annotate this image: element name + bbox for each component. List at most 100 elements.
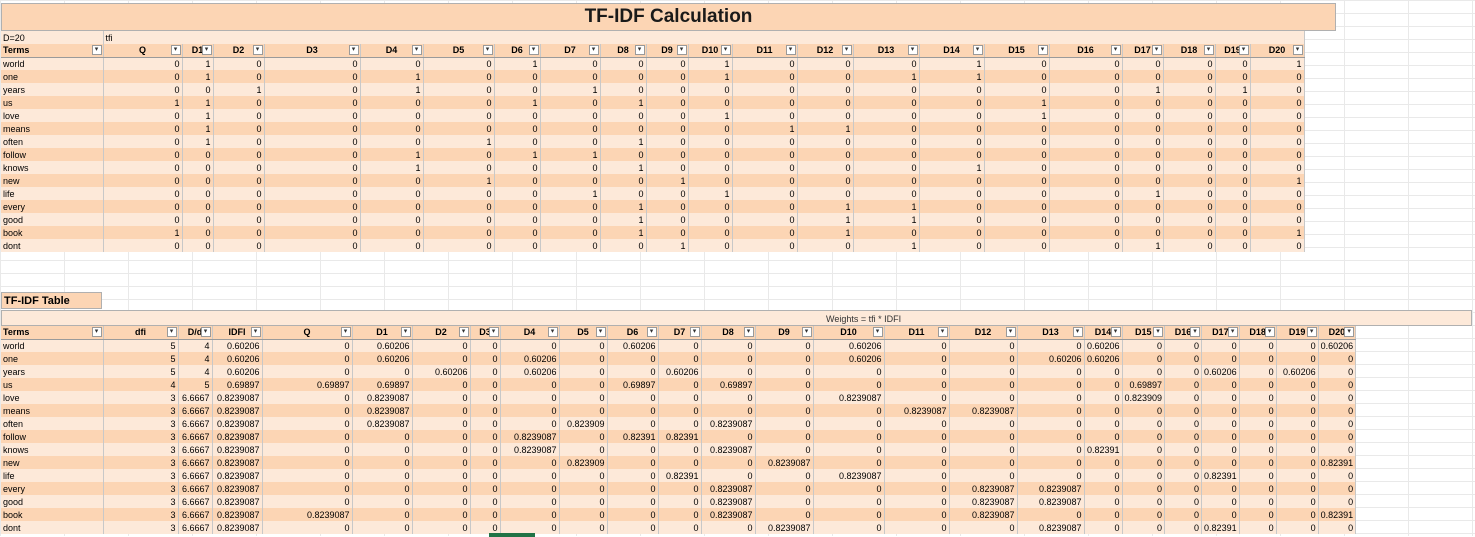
value-cell[interactable]: 0 — [182, 174, 214, 187]
value-cell[interactable]: 3 — [103, 430, 179, 443]
value-cell[interactable]: 0 — [1164, 443, 1203, 456]
value-cell[interactable]: 0 — [755, 339, 814, 352]
value-cell[interactable]: 0 — [103, 109, 183, 122]
value-cell[interactable]: 0 — [182, 226, 214, 239]
value-cell[interactable]: 0 — [494, 213, 541, 226]
value-cell[interactable]: 0.60206 — [212, 365, 263, 378]
value-cell[interactable]: 0 — [755, 443, 814, 456]
value-cell[interactable]: 0.60206 — [212, 339, 263, 352]
column-header-d10[interactable]: D10 ▾ — [813, 326, 885, 340]
value-cell[interactable]: 0 — [1276, 352, 1319, 365]
value-cell[interactable]: 0 — [1164, 404, 1203, 417]
value-cell[interactable]: 0 — [1239, 482, 1277, 495]
value-cell[interactable]: 0 — [658, 495, 702, 508]
value-cell[interactable]: 1 — [540, 148, 601, 161]
value-cell[interactable]: 0 — [1276, 443, 1319, 456]
value-cell[interactable]: 1 — [182, 70, 214, 83]
value-cell[interactable]: 0 — [1122, 148, 1164, 161]
value-cell[interactable]: 0 — [1318, 352, 1357, 365]
value-cell[interactable]: 0 — [1049, 135, 1123, 148]
value-cell[interactable]: 0 — [949, 339, 1018, 352]
value-cell[interactable]: 0 — [646, 226, 689, 239]
value-cell[interactable]: 0 — [213, 213, 265, 226]
value-cell[interactable]: 0 — [984, 83, 1050, 96]
value-cell[interactable]: 0 — [701, 352, 756, 365]
value-cell[interactable]: 0 — [884, 469, 950, 482]
value-cell[interactable]: 0 — [1049, 187, 1123, 200]
value-cell[interactable]: 0.60206 — [1276, 365, 1319, 378]
value-cell[interactable]: 0 — [732, 239, 798, 252]
value-cell[interactable]: 0 — [500, 404, 560, 417]
value-cell[interactable]: 0 — [540, 96, 601, 109]
value-cell[interactable]: 0 — [360, 187, 424, 200]
value-cell[interactable]: 0 — [470, 391, 501, 404]
value-cell[interactable]: 0 — [1017, 456, 1085, 469]
value-cell[interactable]: 1 — [360, 70, 424, 83]
value-cell[interactable]: 0 — [755, 404, 814, 417]
value-cell[interactable]: 1 — [494, 96, 541, 109]
value-cell[interactable]: 0 — [600, 83, 647, 96]
filter-dropdown-icon[interactable]: ▾ — [488, 327, 499, 337]
value-cell[interactable]: 0 — [688, 174, 733, 187]
value-cell[interactable]: 0 — [1201, 443, 1240, 456]
value-cell[interactable]: 0 — [264, 122, 361, 135]
value-cell[interactable]: 0 — [1084, 469, 1123, 482]
value-cell[interactable]: 0 — [264, 226, 361, 239]
value-cell[interactable]: 0.60206 — [1084, 352, 1123, 365]
value-cell[interactable]: 1 — [103, 96, 183, 109]
value-cell[interactable]: 0 — [1164, 352, 1203, 365]
value-cell[interactable]: 0 — [853, 135, 920, 148]
value-cell[interactable]: 0 — [1084, 417, 1123, 430]
column-header-d11[interactable]: D11 ▾ — [732, 44, 798, 58]
value-cell[interactable]: 0 — [1122, 226, 1164, 239]
value-cell[interactable]: 0 — [813, 521, 885, 534]
filter-dropdown-icon[interactable]: ▾ — [1110, 327, 1121, 337]
value-cell[interactable]: 1 — [423, 174, 495, 187]
value-cell[interactable]: 0 — [1084, 404, 1123, 417]
filter-dropdown-icon[interactable]: ▾ — [91, 45, 102, 55]
value-cell[interactable]: 0 — [213, 161, 265, 174]
filter-dropdown-icon[interactable]: ▾ — [1238, 45, 1249, 55]
value-cell[interactable]: 3 — [103, 404, 179, 417]
value-cell[interactable]: 0 — [494, 187, 541, 200]
value-cell[interactable]: 0.8239087 — [949, 404, 1018, 417]
value-cell[interactable]: 0 — [1201, 456, 1240, 469]
filter-dropdown-icon[interactable]: ▾ — [1153, 327, 1164, 337]
value-cell[interactable]: 0 — [1250, 161, 1305, 174]
value-cell[interactable]: 0 — [360, 226, 424, 239]
value-cell[interactable]: 0 — [797, 109, 854, 122]
value-cell[interactable]: 0 — [884, 495, 950, 508]
value-cell[interactable]: 0 — [755, 352, 814, 365]
value-cell[interactable]: 0 — [813, 365, 885, 378]
value-cell[interactable]: 0.8239087 — [755, 456, 814, 469]
value-cell[interactable]: 0 — [540, 200, 601, 213]
value-cell[interactable]: 0 — [1122, 57, 1164, 70]
column-header-d4[interactable]: D4 ▾ — [500, 326, 560, 340]
value-cell[interactable]: 0 — [1122, 339, 1166, 352]
term-cell[interactable]: every — [1, 200, 104, 213]
filter-dropdown-icon[interactable]: ▾ — [720, 45, 731, 55]
value-cell[interactable]: 0 — [470, 469, 501, 482]
value-cell[interactable]: 0 — [1049, 57, 1123, 70]
column-header-d5[interactable]: D5 ▾ — [423, 44, 495, 58]
value-cell[interactable]: 0 — [1250, 148, 1305, 161]
value-cell[interactable]: 1 — [600, 226, 647, 239]
value-cell[interactable]: 0 — [1201, 508, 1240, 521]
column-header-d17[interactable]: D17 ▾ — [1122, 44, 1164, 58]
value-cell[interactable]: 0.8239087 — [755, 521, 814, 534]
value-cell[interactable]: 0 — [412, 391, 471, 404]
value-cell[interactable]: 0 — [540, 174, 601, 187]
value-cell[interactable]: 0 — [1017, 365, 1085, 378]
value-cell[interactable]: 0 — [494, 239, 541, 252]
value-cell[interactable]: 0 — [500, 417, 560, 430]
value-cell[interactable]: 0 — [1318, 430, 1357, 443]
value-cell[interactable]: 0 — [264, 109, 361, 122]
value-cell[interactable]: 0 — [755, 417, 814, 430]
value-cell[interactable]: 6.6667 — [178, 417, 213, 430]
value-cell[interactable]: 0 — [412, 430, 471, 443]
value-cell[interactable]: 0 — [1122, 417, 1166, 430]
term-cell[interactable]: world — [1, 339, 104, 352]
column-header-d19[interactable]: D19 ▾ — [1215, 44, 1251, 58]
value-cell[interactable]: 0 — [412, 508, 471, 521]
value-cell[interactable]: 0.82391 — [658, 469, 702, 482]
